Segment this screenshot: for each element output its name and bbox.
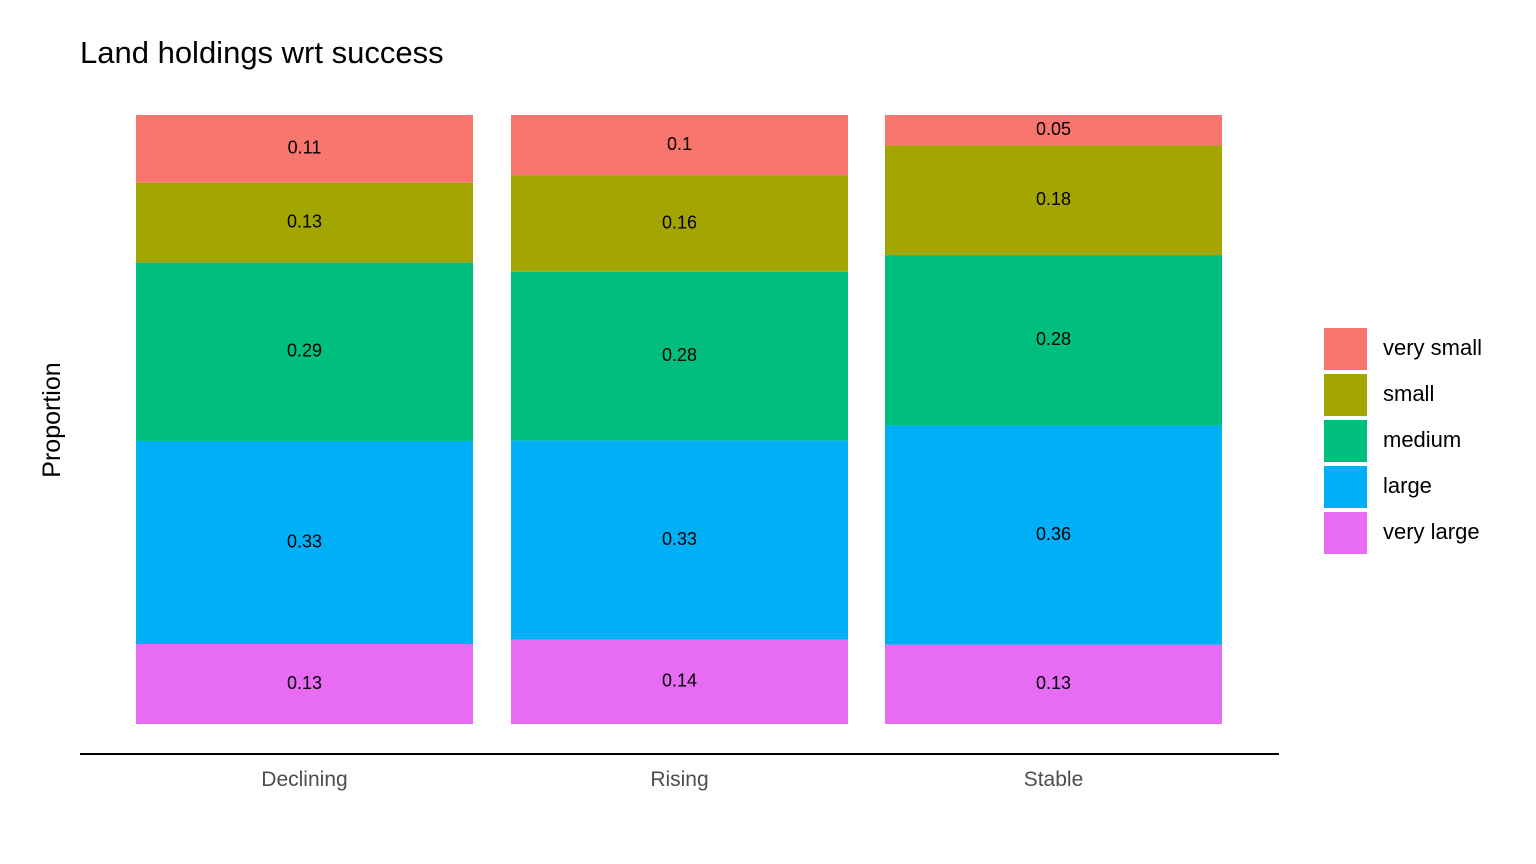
data-label-stable-small: 0.18 — [1036, 189, 1071, 209]
y-axis-label: Proportion — [38, 362, 66, 477]
bar-segment-stable-large — [885, 425, 1222, 645]
bar-segment-rising-medium — [511, 271, 848, 441]
x-tick-labels: Declining Rising Stable — [261, 768, 1083, 791]
data-label-stable-large: 0.36 — [1036, 524, 1071, 544]
legend-label-small: small — [1383, 381, 1434, 406]
legend-key-large — [1324, 466, 1367, 508]
data-label-stable-very-large: 0.13 — [1036, 673, 1071, 693]
bar-segment-declining-medium — [136, 262, 473, 442]
bar-segment-rising-small — [511, 175, 848, 272]
bar-segment-declining-very-large — [136, 644, 473, 724]
bar-segment-rising-large — [511, 440, 848, 640]
bar-segment-rising-very-large — [511, 639, 848, 724]
data-label-rising-large: 0.33 — [662, 529, 697, 549]
data-label-rising-very-large: 0.14 — [662, 671, 697, 691]
legend-label-large: large — [1383, 473, 1432, 498]
data-label-stable-medium: 0.28 — [1036, 329, 1071, 349]
bar-segment-rising-very-small — [511, 115, 848, 176]
legend-label-medium: medium — [1383, 427, 1461, 452]
data-label-declining-medium: 0.29 — [287, 341, 322, 361]
x-tick-label-declining: Declining — [261, 768, 347, 791]
x-tick-label-stable: Stable — [1024, 768, 1084, 791]
x-tick-label-rising: Rising — [650, 768, 708, 791]
data-label-stable-very-small: 0.05 — [1036, 119, 1071, 139]
legend-key-small — [1324, 374, 1367, 416]
data-label-declining-very-small: 0.11 — [288, 138, 322, 158]
legend-key-medium — [1324, 420, 1367, 462]
legend-key-very-small — [1324, 328, 1367, 370]
bar-segment-stable-very-large — [885, 644, 1222, 724]
bar-segment-stable-medium — [885, 255, 1222, 426]
bar-segment-stable-very-small — [885, 115, 1222, 146]
legend-key-very-large — [1324, 512, 1367, 554]
legend-label-very-large: very large — [1383, 519, 1480, 544]
data-label-declining-small: 0.13 — [287, 211, 322, 231]
chart-title: Land holdings wrt success — [80, 35, 444, 70]
bar-segment-declining-small — [136, 182, 473, 263]
data-label-rising-small: 0.16 — [662, 212, 697, 232]
data-label-rising-medium: 0.28 — [662, 345, 697, 365]
data-label-rising-very-small: 0.1 — [667, 134, 692, 154]
data-label-declining-very-large: 0.13 — [287, 673, 322, 693]
bars-group: 0.11 0.13 0.29 0.33 0.13 0.1 0.16 0.28 0.33 0.14 0… — [136, 115, 1222, 724]
legend: very small small medium large very large — [1324, 328, 1482, 554]
bar-segment-declining-large — [136, 441, 473, 645]
legend-label-very-small: very small — [1383, 335, 1482, 360]
bar-segment-stable-small — [885, 145, 1222, 256]
data-label-declining-large: 0.33 — [287, 531, 322, 551]
bar-segment-declining-very-small — [136, 115, 473, 183]
